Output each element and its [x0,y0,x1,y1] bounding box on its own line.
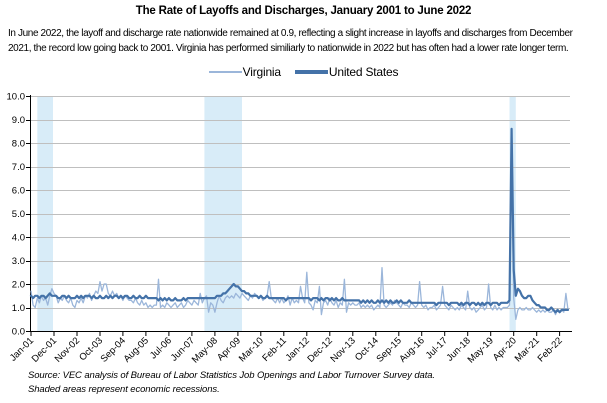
legend-label-virginia: Virginia [242,65,281,79]
x-tick-label: Aug-05 [122,335,151,364]
y-tick-label: 4.0 [12,233,25,244]
y-tick-label: 7.0 [12,162,25,173]
source-line-1: Source: VEC analysis of Bureau of Labor … [28,370,435,381]
chart-title: The Rate of Layoffs and Discharges, Janu… [135,5,472,17]
y-tick-label: 6.0 [12,186,25,197]
y-tick-label: 9.0 [12,115,25,126]
y-tick-label: 0.0 [12,327,25,338]
x-tick-label: May-19 [466,335,496,365]
x-tick-label: Nov-02 [53,335,82,364]
source-note: Source: VEC analysis of Bureau of Labor … [28,369,435,397]
virginia-line [30,132,569,320]
x-tick-label: May-08 [190,335,220,365]
united-states-line-swatch [294,70,328,74]
x-tick-label: Mar-21 [513,335,542,364]
virginia-line-swatch [208,71,242,73]
x-tick-label: Aug-16 [397,335,426,364]
y-tick-label: 3.0 [12,256,25,267]
x-tick-label: Nov-13 [328,335,357,364]
legend-item-virginia: Virginia [208,65,281,79]
y-tick-label: 5.0 [12,209,25,220]
x-tick-label: Feb-22 [536,335,565,364]
chart-legend: Virginia United States [0,63,607,81]
y-tick-label: 2.0 [12,280,25,291]
subtitle-line-1: In June 2022, the layoff and discharge r… [8,28,573,39]
x-tick-label: Feb-11 [260,335,289,364]
subtitle-line-2: 2021, the record low going back to 2001.… [8,43,569,54]
y-tick-label: 8.0 [12,139,25,150]
united-states-line [29,127,570,314]
source-line-2: Shaded areas represent economic recessio… [28,384,220,395]
legend-label-united-states: United States [328,65,399,79]
y-tick-label: 10.0 [7,92,26,103]
chart-subtitle: In June 2022, the layoff and discharge r… [8,26,606,56]
legend-item-united-states: United States [294,65,399,79]
y-tick-label: 1.0 [12,303,25,314]
x-tick-label: Mar-10 [237,335,266,364]
